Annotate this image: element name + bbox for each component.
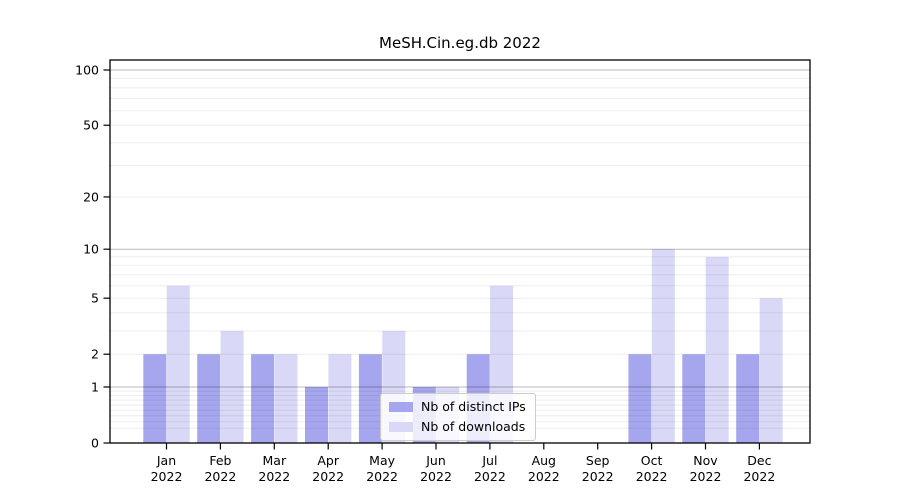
bar-ips-jan <box>143 354 167 443</box>
x-tick-label-month: Feb <box>209 453 231 468</box>
x-tick-label-month: Jun <box>425 453 446 468</box>
x-tick-label-month: Jan <box>156 453 176 468</box>
x-tick-label-year: 2022 <box>474 469 506 484</box>
y-tick-label: 100 <box>75 62 99 77</box>
x-tick-label-year: 2022 <box>636 469 668 484</box>
y-tick-label: 50 <box>83 118 99 133</box>
y-tick-label: 5 <box>91 291 99 306</box>
x-tick-label-year: 2022 <box>204 469 236 484</box>
plot-border <box>109 59 811 444</box>
bar-ips-may <box>358 354 382 443</box>
bar-ips-feb <box>197 354 221 443</box>
y-tick-label: 0 <box>91 435 99 450</box>
legend-item-distinct-ips: Nb of distinct IPs <box>389 399 526 414</box>
x-tick-label-month: Aug <box>532 453 556 468</box>
bar-downloads-apr <box>328 354 352 443</box>
legend-label-downloads: Nb of downloads <box>421 419 526 434</box>
bar-downloads-mar <box>274 354 298 443</box>
x-tick-label-month: Sep <box>586 453 610 468</box>
x-tick-label-year: 2022 <box>258 469 290 484</box>
x-tick-label-month: Mar <box>263 453 287 468</box>
legend-label-distinct-ips: Nb of distinct IPs <box>421 399 526 414</box>
x-tick-label-year: 2022 <box>366 469 398 484</box>
bar-ips-nov <box>682 354 706 443</box>
x-tick-label-year: 2022 <box>528 469 560 484</box>
x-tick-label-year: 2022 <box>743 469 775 484</box>
legend-swatch-distinct-ips <box>389 401 413 412</box>
bar-ips-oct <box>628 354 652 443</box>
bar-ips-apr <box>305 386 328 443</box>
bar-ips-mar <box>251 354 275 443</box>
x-tick-label-month: Oct <box>641 453 663 468</box>
bar-downloads-nov <box>705 256 729 443</box>
legend-item-downloads: Nb of downloads <box>389 419 526 434</box>
y-tick-label: 10 <box>83 242 99 257</box>
y-tick-label: 1 <box>91 379 99 394</box>
x-tick-label-month: Nov <box>693 453 718 468</box>
y-tick-label: 2 <box>91 347 99 362</box>
legend-swatch-downloads <box>389 421 413 432</box>
x-tick-label-year: 2022 <box>420 469 452 484</box>
x-tick-label-year: 2022 <box>690 469 722 484</box>
x-tick-label-year: 2022 <box>312 469 344 484</box>
x-tick-label-month: Jul <box>481 453 497 468</box>
bar-downloads-jan <box>166 285 190 443</box>
y-tick-label: 20 <box>83 189 99 204</box>
bar-downloads-oct <box>651 249 675 443</box>
legend: Nb of distinct IPs Nb of downloads <box>380 393 536 441</box>
bar-ips-dec <box>736 354 760 443</box>
x-tick-label-month: May <box>369 453 395 468</box>
x-tick-label-month: Dec <box>747 453 771 468</box>
x-tick-label-year: 2022 <box>151 469 183 484</box>
x-tick-label-year: 2022 <box>582 469 614 484</box>
x-tick-label-month: Apr <box>317 453 339 468</box>
bar-downloads-feb <box>220 330 244 443</box>
bar-downloads-dec <box>759 298 783 443</box>
chart-title: MeSH.Cin.eg.db 2022 <box>379 34 541 52</box>
